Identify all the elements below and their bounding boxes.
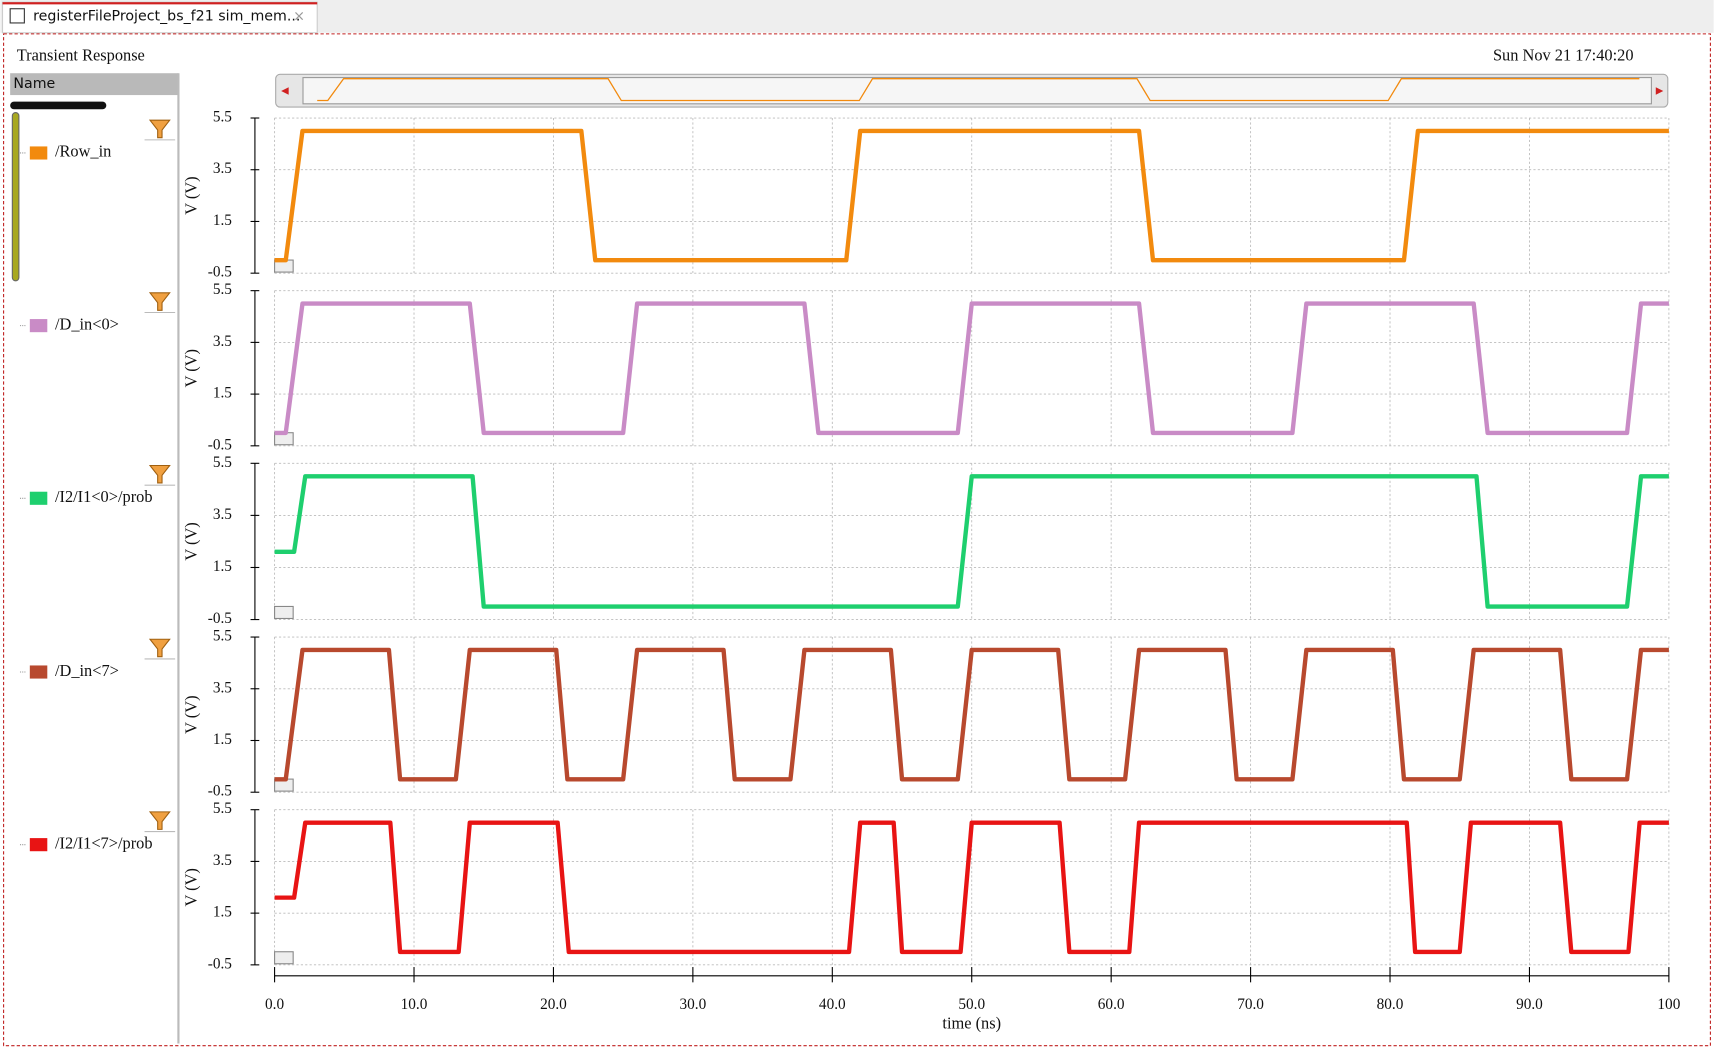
legend-swatch <box>29 319 48 333</box>
legend-label: /D_in<0> <box>55 314 119 333</box>
scroll-left[interactable]: ◀ <box>281 86 289 97</box>
x-tick-label: 20.0 <box>540 996 567 1013</box>
filter-icon <box>148 292 171 311</box>
y-tick-label: 1.5 <box>213 385 232 402</box>
group-bar <box>10 101 107 110</box>
scroll-right[interactable]: ▶ <box>1656 86 1664 97</box>
plot-area <box>274 118 1669 274</box>
y-tick-label: -0.5 <box>208 783 233 800</box>
play-icon <box>274 605 294 620</box>
name-header-bg <box>10 73 179 96</box>
y-axis-label: V (V) <box>181 695 200 733</box>
timestamp: Sun Nov 21 17:40:20 <box>1493 46 1634 65</box>
filter-icon <box>148 638 171 658</box>
legend-label: /D_in<7> <box>55 661 119 680</box>
tab-icon <box>9 8 25 24</box>
x-tick-label: 80.0 <box>1377 996 1404 1013</box>
y-axis-label: V (V) <box>181 349 200 387</box>
overview-window[interactable] <box>302 77 1652 105</box>
overview-trace <box>317 78 1640 102</box>
legend-label: /Row_in <box>55 142 111 161</box>
waveform <box>274 128 1669 263</box>
y-tick-label: 3.5 <box>213 506 232 523</box>
x-tick-label: 60.0 <box>1098 996 1125 1013</box>
y-tick-label: 5.5 <box>213 800 232 817</box>
y-tick-label: 1.5 <box>213 212 232 229</box>
x-tick-label: 30.0 <box>680 996 707 1013</box>
y-tick-label: -0.5 <box>208 264 233 281</box>
legend-swatch <box>29 665 48 679</box>
window-frame <box>3 33 1711 1047</box>
waveform <box>274 647 1669 782</box>
name-header: Name <box>13 76 55 92</box>
y-axis-label: V (V) <box>181 176 200 214</box>
y-tick-label: -0.5 <box>208 436 233 453</box>
y-tick-label: 3.5 <box>213 333 232 350</box>
x-axis-label: time (ns) <box>942 1014 1001 1033</box>
legend-swatch <box>29 146 48 160</box>
x-tick-label: 90.0 <box>1516 996 1543 1013</box>
y-tick-label: 1.5 <box>213 558 232 575</box>
filter-icon <box>148 119 171 139</box>
y-tick-label: -0.5 <box>208 610 233 627</box>
y-tick-label: 3.5 <box>213 160 232 177</box>
tab-close[interactable]: × <box>293 8 305 24</box>
y-tick-label: 5.5 <box>213 109 232 126</box>
waveform <box>274 301 1669 436</box>
tab-title: registerFileProject_bs_f21 sim_mem... <box>33 8 300 24</box>
legend-label: /I2/I1<0>/prob <box>55 487 153 506</box>
x-tick-label: 100 <box>1657 996 1680 1013</box>
filter-icon <box>148 464 171 484</box>
y-tick-label: 3.5 <box>213 679 232 696</box>
tab[interactable] <box>1 1 318 34</box>
y-axis-label: V (V) <box>181 522 200 560</box>
x-tick-label: 70.0 <box>1237 996 1264 1013</box>
waveform <box>274 474 1669 609</box>
waveform <box>274 820 1669 955</box>
x-tick-label: 10.0 <box>401 996 428 1013</box>
x-tick-label: 50.0 <box>958 996 985 1013</box>
y-tick-label: -0.5 <box>208 955 233 972</box>
legend-label: /I2/I1<7>/prob <box>55 833 153 852</box>
y-tick-label: 3.5 <box>213 852 232 869</box>
x-tick-label: 0.0 <box>265 996 284 1013</box>
x-tick-label: 40.0 <box>819 996 846 1013</box>
filter-icon <box>148 811 171 830</box>
y-tick-label: 5.5 <box>213 454 232 471</box>
y-tick-label: 5.5 <box>213 628 232 645</box>
group-strip <box>11 112 20 282</box>
legend-swatch <box>29 491 48 505</box>
y-axis-label: V (V) <box>181 868 200 906</box>
legend-swatch <box>29 838 48 852</box>
y-tick-label: 1.5 <box>213 904 232 921</box>
play-icon <box>274 951 294 965</box>
y-tick-label: 5.5 <box>213 281 232 298</box>
plot-title: Transient Response <box>17 46 145 65</box>
y-tick-label: 1.5 <box>213 731 232 748</box>
tab-accent <box>2 2 318 5</box>
